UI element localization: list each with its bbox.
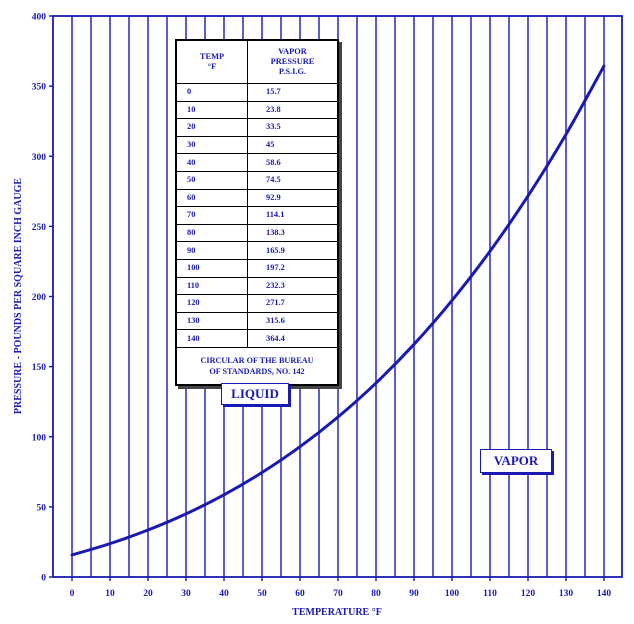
x-tick-label: 100 bbox=[445, 589, 460, 599]
pressure-cell: 15.7 bbox=[247, 83, 339, 102]
temp-cell: 40 bbox=[175, 153, 248, 172]
temp-header-line-1: TEMP bbox=[199, 52, 225, 61]
temp-cell: 60 bbox=[175, 188, 248, 208]
vapor-region-label: VAPOR bbox=[480, 449, 552, 473]
x-tick-label: 80 bbox=[371, 589, 381, 599]
temp-header-line-2: °F bbox=[207, 62, 217, 71]
table-row: 90 165.9 bbox=[175, 241, 339, 260]
table-row: 40 58.6 bbox=[175, 153, 339, 172]
temp-cell: 30 bbox=[175, 135, 248, 155]
y-tick-label: 250 bbox=[32, 223, 47, 233]
table-row: 120 271.7 bbox=[175, 294, 339, 313]
temp-cell: 0 bbox=[175, 83, 248, 102]
table-row: 10 23.8 bbox=[175, 100, 339, 120]
vapor-pressure-curve bbox=[70, 64, 606, 557]
table-row: 110 232.3 bbox=[175, 276, 339, 296]
pressure-curve-group bbox=[70, 64, 606, 557]
temp-cell: 70 bbox=[175, 206, 248, 225]
table-source-note: CIRCULAR OF THE BUREAU OF STANDARDS, NO.… bbox=[175, 346, 339, 386]
vapor-pressure-table: TEMP °F VAPOR PRESSURE P.S.I.G. 0 15.7 10… bbox=[175, 39, 339, 386]
y-tick-label: 0 bbox=[41, 574, 46, 584]
pressure-header-line-1: VAPOR bbox=[278, 47, 307, 56]
temp-cell: 20 bbox=[175, 118, 248, 137]
temp-cell: 10 bbox=[175, 100, 248, 120]
source-line-1: CIRCULAR OF THE BUREAU bbox=[200, 355, 314, 365]
table-row: 100 197.2 bbox=[175, 258, 339, 278]
pressure-cell: 271.7 bbox=[247, 294, 339, 313]
table-row: 50 74.5 bbox=[175, 170, 339, 190]
pressure-cell: 58.6 bbox=[247, 153, 339, 172]
y-tick-label: 350 bbox=[32, 83, 47, 93]
table-row: 30 45 bbox=[175, 135, 339, 155]
x-tick-label: 60 bbox=[295, 589, 305, 599]
pressure-cell: 92.9 bbox=[247, 188, 339, 208]
temp-cell: 100 bbox=[175, 258, 248, 278]
temp-cell: 90 bbox=[175, 241, 248, 260]
temp-cell: 120 bbox=[175, 294, 248, 313]
pressure-cell: 315.6 bbox=[247, 311, 339, 331]
x-tick-label: 110 bbox=[483, 589, 497, 599]
pressure-cell: 165.9 bbox=[247, 241, 339, 260]
temp-cell: 50 bbox=[175, 170, 248, 190]
x-tick-label: 70 bbox=[333, 589, 343, 599]
temp-cell: 140 bbox=[175, 329, 248, 348]
temp-cell: 80 bbox=[175, 223, 248, 243]
y-axis-label: PRESSURE - POUNDS PER SQUARE INCH GAUGE bbox=[13, 178, 24, 414]
pressure-cell: 33.5 bbox=[247, 118, 339, 137]
pressure-cell: 74.5 bbox=[247, 170, 339, 190]
pressure-header-line-2: PRESSURE bbox=[270, 57, 315, 66]
x-tick-label: 40 bbox=[219, 589, 229, 599]
x-tick-label: 120 bbox=[521, 589, 536, 599]
pressure-cell: 114.1 bbox=[247, 206, 339, 225]
table-header-row: TEMP °F VAPOR PRESSURE P.S.I.G. bbox=[175, 39, 339, 84]
liquid-region-label: LIQUID bbox=[221, 383, 289, 405]
source-line-2: OF STANDARDS, NO. 142 bbox=[209, 366, 305, 376]
x-tick-label: 30 bbox=[181, 589, 191, 599]
y-tick-labels: 0 50 100 150 200 250 300 350 400 bbox=[32, 13, 47, 584]
pressure-cell: 232.3 bbox=[247, 276, 339, 296]
table-source-row: CIRCULAR OF THE BUREAU OF STANDARDS, NO.… bbox=[175, 346, 339, 386]
table-row: 20 33.5 bbox=[175, 118, 339, 137]
temp-cell: 130 bbox=[175, 311, 248, 331]
pressure-cell: 364.4 bbox=[247, 329, 339, 348]
pressure-cell: 138.3 bbox=[247, 223, 339, 243]
table-row: 60 92.9 bbox=[175, 188, 339, 208]
y-tick-label: 150 bbox=[32, 363, 47, 373]
pressure-header: VAPOR PRESSURE P.S.I.G. bbox=[247, 39, 339, 84]
table-row: 130 315.6 bbox=[175, 311, 339, 331]
chart-axes bbox=[49, 15, 623, 581]
y-tick-label: 300 bbox=[32, 153, 47, 163]
table-row: 80 138.3 bbox=[175, 223, 339, 243]
y-tick-label: 400 bbox=[32, 13, 47, 23]
pressure-cell: 23.8 bbox=[247, 100, 339, 120]
x-tick-label: 0 bbox=[70, 589, 75, 599]
y-tick-label: 100 bbox=[32, 433, 47, 443]
pressure-header-line-3: P.S.I.G. bbox=[278, 67, 307, 76]
pressure-cell: 45 bbox=[247, 135, 339, 155]
temp-cell: 110 bbox=[175, 276, 248, 296]
y-tick-label: 200 bbox=[32, 293, 47, 303]
pressure-cell: 197.2 bbox=[247, 258, 339, 278]
table-row: 0 15.7 bbox=[175, 83, 339, 102]
x-axis-label: TEMPERATURE °F bbox=[292, 607, 382, 618]
x-tick-label: 140 bbox=[597, 589, 612, 599]
temp-header: TEMP °F bbox=[175, 39, 248, 84]
x-tick-label: 50 bbox=[257, 589, 267, 599]
x-tick-label: 90 bbox=[409, 589, 419, 599]
table-row: 140 364.4 bbox=[175, 329, 339, 348]
y-tick-label: 50 bbox=[37, 503, 47, 513]
x-tick-label: 10 bbox=[105, 589, 115, 599]
x-tick-labels: 0 10 20 30 40 50 60 70 80 90 100 110 120 130 140 bbox=[70, 589, 612, 599]
x-tick-label: 130 bbox=[559, 589, 574, 599]
table-row: 70 114.1 bbox=[175, 206, 339, 225]
x-tick-label: 20 bbox=[143, 589, 153, 599]
